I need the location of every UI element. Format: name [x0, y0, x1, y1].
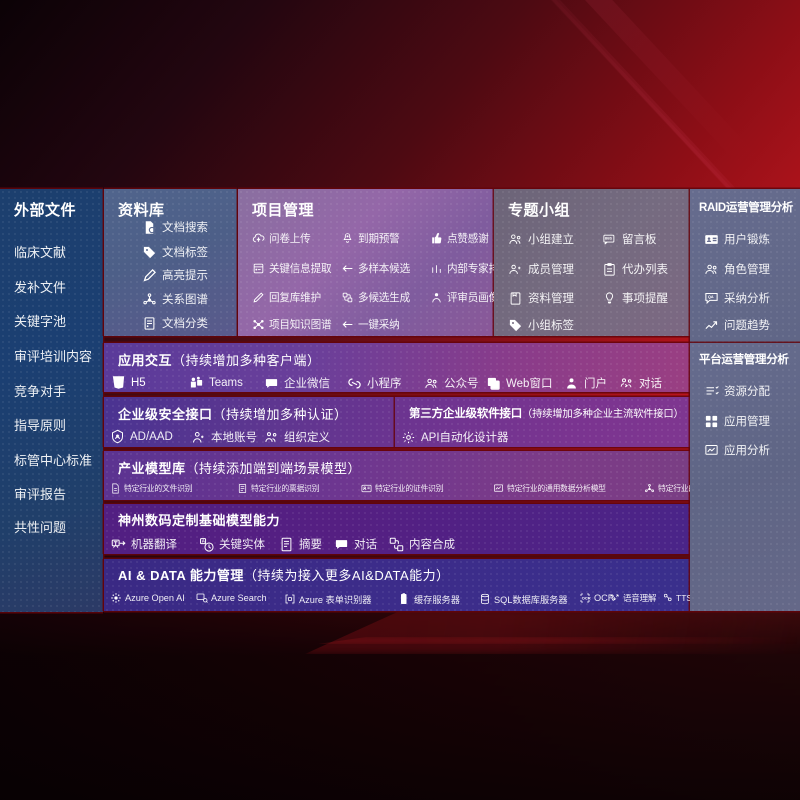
svg-text:BBS: BBS — [605, 236, 613, 240]
svg-text:QA: QA — [708, 295, 714, 299]
svg-text:OCR: OCR — [582, 596, 591, 601]
